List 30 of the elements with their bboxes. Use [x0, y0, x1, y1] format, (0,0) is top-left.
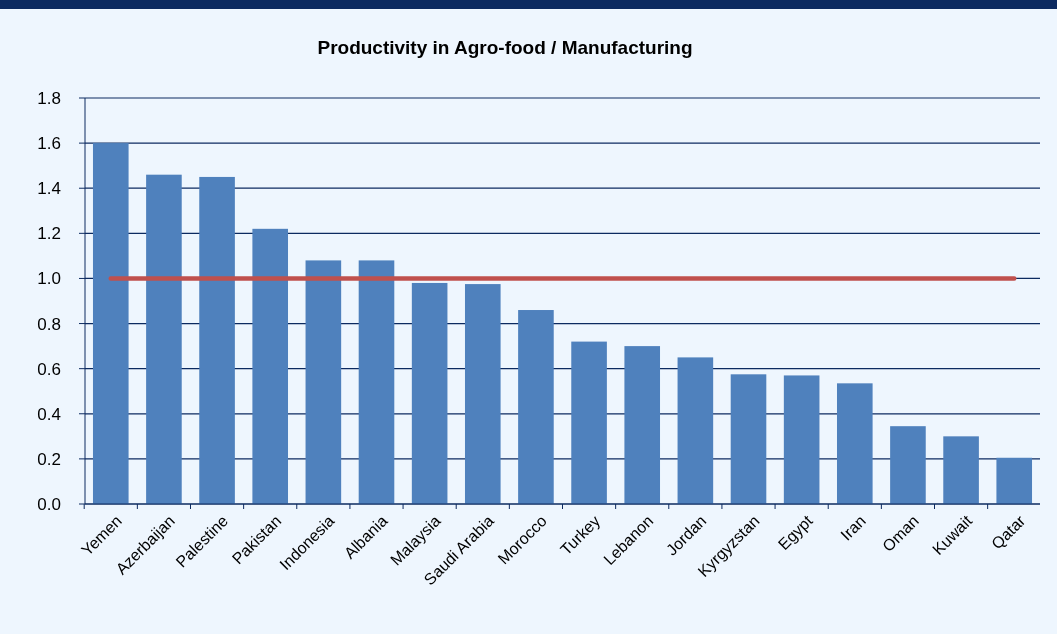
y-tick-label: 1.8	[37, 88, 61, 108]
x-tick-label: Iran	[837, 512, 869, 544]
bar	[943, 436, 979, 504]
y-tick-label: 1.0	[37, 269, 61, 289]
bar	[358, 260, 395, 504]
bar	[996, 457, 1033, 504]
y-tick-label: 0.2	[37, 449, 61, 469]
bar	[464, 284, 501, 504]
bar	[199, 176, 235, 504]
bar	[836, 383, 873, 504]
y-tick-label: 1.2	[37, 224, 61, 244]
y-tick-label: 0.8	[37, 314, 61, 334]
bar	[252, 228, 289, 504]
bar	[624, 346, 661, 504]
bar	[730, 374, 767, 504]
bar	[677, 357, 714, 504]
bar	[146, 174, 182, 504]
y-tick-label: 0.4	[37, 404, 61, 424]
bar	[518, 310, 554, 504]
bar	[305, 260, 342, 504]
bar	[411, 282, 448, 504]
chart-title: Productivity in Agro-food / Manufacturing	[317, 37, 693, 58]
y-tick-label: 1.4	[37, 179, 61, 199]
y-tick-label: 0.6	[37, 359, 61, 379]
bar	[571, 341, 607, 504]
y-tick-label: 0.0	[37, 494, 61, 514]
bar	[92, 143, 129, 504]
y-tick-label: 1.6	[37, 134, 61, 154]
bar	[783, 375, 820, 504]
bar	[890, 426, 926, 504]
